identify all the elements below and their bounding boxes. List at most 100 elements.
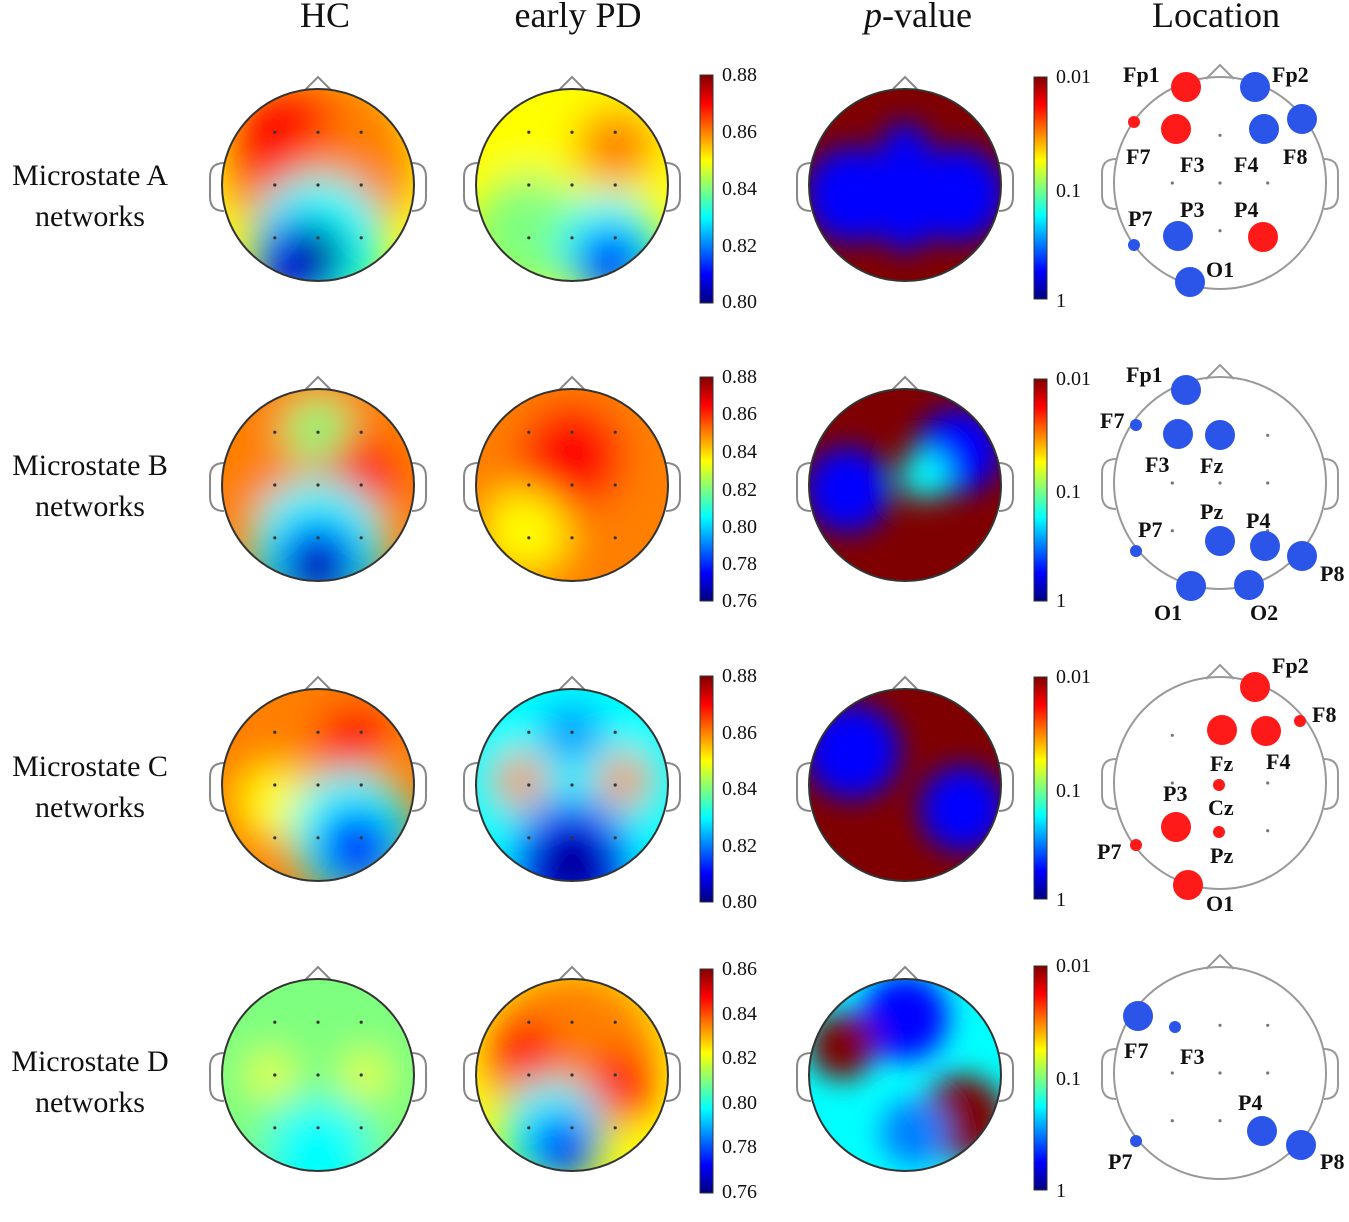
map-blob (881, 1099, 949, 1167)
grid-dot (1266, 481, 1270, 485)
left-ear-icon (209, 1052, 225, 1102)
nose-icon (1205, 663, 1235, 680)
right-ear-icon (1323, 458, 1339, 510)
p-colorbar-tick: 1 (1056, 1180, 1066, 1202)
electrode-dot (316, 483, 320, 487)
head-outline (221, 688, 415, 882)
electrode-dot (613, 483, 617, 487)
electrode-dot (359, 836, 363, 840)
left-ear-icon (1101, 1048, 1117, 1100)
electrode-dot (316, 130, 320, 134)
map-surface (476, 979, 668, 1171)
colorbar-fill (1033, 965, 1048, 1191)
left-ear-icon (796, 462, 812, 512)
map-blobs (476, 89, 664, 281)
electrode-dot (570, 1020, 574, 1024)
electrode-marker-f7 (1123, 1001, 1153, 1031)
right-ear-icon (665, 162, 681, 212)
electrode-dot (359, 183, 363, 187)
colorbar-tick: 0.84 (722, 178, 757, 200)
colorbar-tick: 0.82 (722, 1047, 757, 1069)
electrode-label-o1: O1 (1206, 891, 1235, 916)
electrode-dot (613, 1073, 617, 1077)
map-blob (586, 1051, 654, 1119)
electrode-dot (316, 1126, 320, 1130)
p-colorbar-tick: 0.01 (1056, 66, 1091, 88)
electrode-dot (273, 836, 277, 840)
grid-dot (1170, 481, 1174, 485)
right-ear-icon (998, 162, 1014, 212)
row-label-microstate-b: Microstate B networks (0, 445, 180, 527)
map-blob (289, 225, 347, 281)
electrode-dot (359, 1126, 363, 1130)
electrode-dot (570, 730, 574, 734)
electrode-marker-o1 (1173, 870, 1203, 900)
electrode-marker-p8 (1287, 541, 1317, 571)
map-blob (597, 753, 652, 808)
electrode-marker-pz (1205, 526, 1235, 556)
right-ear-icon (665, 762, 681, 812)
electrode-label-f7: F7 (1126, 144, 1151, 169)
map-blob (809, 446, 891, 533)
colorbar-fill (1033, 76, 1048, 300)
right-ear-icon (1323, 1048, 1339, 1100)
electrode-marker-p4 (1247, 1116, 1277, 1146)
electrode-marker-f3 (1163, 419, 1193, 449)
colorbar (1033, 378, 1048, 602)
electrode-dot (613, 730, 617, 734)
electrode-label-p8: P8 (1320, 1149, 1345, 1174)
colorbar-fill (699, 675, 714, 903)
p-colorbar-tick: 1 (1056, 290, 1066, 312)
electrode-dot (273, 783, 277, 787)
electrode-dot (570, 536, 574, 540)
electrode-dot (527, 536, 531, 540)
map-blob (344, 1053, 388, 1097)
electrode-dot (613, 430, 617, 434)
map-blob (900, 451, 949, 500)
colorbar-tick: 0.88 (722, 366, 757, 388)
colorbar-tick: 0.80 (722, 516, 757, 538)
map-blob (538, 833, 606, 881)
electrode-dot (316, 430, 320, 434)
grid-dot (1266, 829, 1270, 833)
right-ear-icon (411, 162, 427, 212)
map-surface (809, 689, 1001, 881)
right-ear-icon (998, 1052, 1014, 1102)
left-ear-icon (1101, 158, 1117, 210)
nose-icon (303, 375, 333, 392)
row-label-microstate-a: Microstate A networks (0, 155, 180, 237)
grid-dot (1266, 1023, 1270, 1027)
electrode-label-p4: P4 (1234, 197, 1259, 222)
colorbar-tick: 0.86 (722, 121, 757, 143)
head-outline (475, 388, 669, 582)
electrode-dot (570, 183, 574, 187)
row-label-line1: Microstate B (12, 449, 168, 482)
topomap (209, 375, 427, 582)
electrode-marker-fp2 (1240, 672, 1270, 702)
electrode-marker-p7 (1130, 545, 1142, 557)
electrode-dot (570, 130, 574, 134)
electrode-marker-f8 (1294, 715, 1306, 727)
electrode-marker-f7 (1130, 419, 1142, 431)
electrode-dot (273, 430, 277, 434)
colorbar-tick: 0.88 (722, 64, 757, 86)
nose-icon (557, 75, 587, 92)
electrode-dot (527, 430, 531, 434)
topomap (209, 965, 427, 1172)
right-ear-icon (998, 762, 1014, 812)
electrode-dot (527, 483, 531, 487)
colorbar-tick: 0.82 (722, 235, 757, 257)
grid-dot (1218, 1119, 1222, 1123)
left-ear-icon (463, 162, 479, 212)
electrode-dot (570, 1073, 574, 1077)
row-label-line1: Microstate A (12, 159, 168, 192)
electrode-marker-p7 (1130, 1135, 1142, 1147)
left-ear-icon (209, 162, 225, 212)
electrode-marker-f8 (1287, 104, 1317, 134)
electrode-label-p4: P4 (1238, 1090, 1263, 1115)
electrode-marker-f4 (1249, 114, 1279, 144)
electrode-label-o1: O1 (1206, 257, 1235, 282)
column-header-early-pd: early PD (514, 0, 642, 35)
colorbar-fill (1033, 676, 1048, 900)
electrode-dot (613, 783, 617, 787)
